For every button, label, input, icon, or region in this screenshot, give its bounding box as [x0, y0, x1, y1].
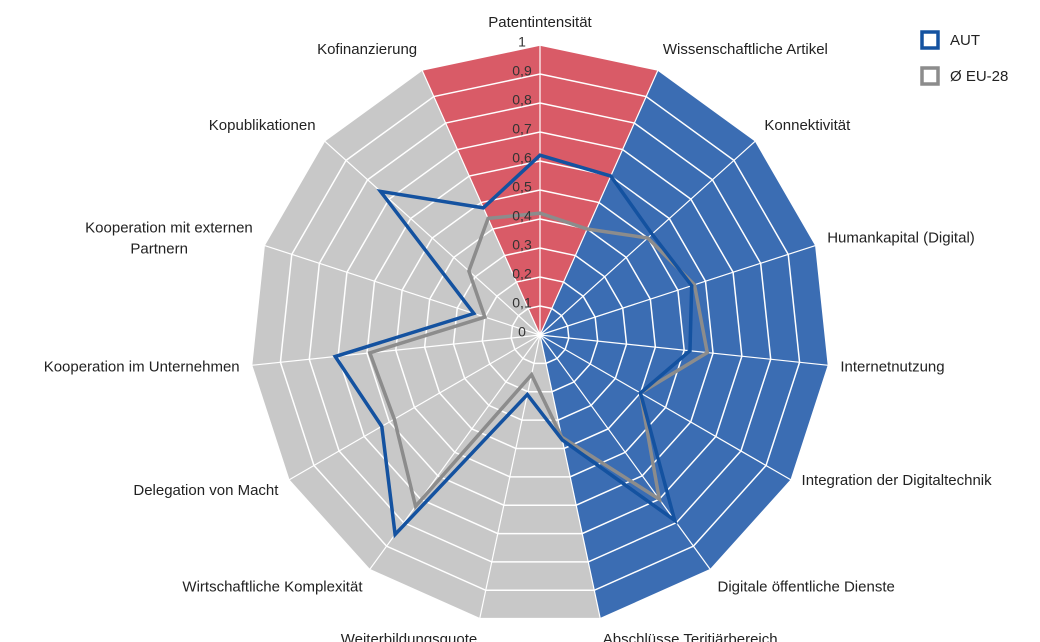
category-label: Digitale öffentliche Dienste — [718, 578, 895, 595]
label-line: Integration der Digitaltechnik — [802, 472, 993, 489]
grid-ring — [250, 44, 830, 620]
sector — [540, 335, 829, 480]
tick-label: 0,3 — [512, 237, 532, 253]
category-label: Kooperation im Unternehmen — [44, 359, 240, 376]
spoke — [324, 140, 541, 336]
tick-label: 0,6 — [512, 150, 532, 166]
tick-label: 0,4 — [512, 208, 532, 224]
spoke — [539, 334, 829, 366]
tick-label: 0 — [518, 324, 526, 340]
category-label: Wissenschaftliche Artikel — [663, 41, 828, 58]
sector — [422, 45, 540, 335]
tick-label: 1 — [518, 34, 526, 50]
tick-label: 0,2 — [512, 266, 532, 282]
series-line — [332, 153, 694, 539]
category-label: Delegation von Macht — [133, 482, 279, 499]
sector — [251, 245, 540, 366]
category-label: Patentintensität — [488, 14, 592, 31]
spoke — [539, 244, 816, 336]
tick-label: 0,7 — [512, 121, 532, 137]
label-line: Partnern — [130, 241, 188, 258]
grid-ring — [308, 102, 772, 563]
spoke — [539, 334, 711, 570]
category-label: Abschlüsse Teritiärbereich — [603, 631, 778, 642]
label-line: Kooperation mit externen — [85, 220, 253, 237]
sector — [288, 335, 540, 570]
spoke — [288, 334, 541, 481]
category-label: Kofinanzierung — [317, 41, 417, 58]
sector — [540, 140, 816, 335]
sector — [251, 335, 540, 480]
legend-swatch — [920, 30, 940, 50]
tick-label: 0,9 — [512, 63, 532, 79]
spoke — [251, 334, 541, 366]
tick-label: 0,1 — [512, 295, 532, 311]
grid-ring — [366, 160, 714, 506]
grid-ring — [395, 189, 685, 478]
spoke — [539, 334, 792, 481]
spoke — [421, 69, 541, 336]
grid-ring — [279, 73, 801, 592]
category-label: Weiterbildungsquote — [341, 631, 477, 642]
category-label: Wirtschaftliche Komplexität — [182, 578, 363, 595]
legend-label: AUT — [950, 32, 980, 49]
legend-swatch — [920, 66, 940, 86]
category-label: Humankapital (Digital) — [827, 230, 975, 247]
sector — [369, 335, 540, 619]
category-label: Konnektivität — [764, 117, 851, 134]
sector — [264, 140, 540, 335]
sector — [540, 45, 658, 335]
spoke — [539, 334, 601, 619]
spoke — [479, 334, 541, 619]
spoke — [264, 244, 541, 336]
category-label: Kooperation mit externen Partnern — [85, 220, 253, 258]
sector — [540, 335, 792, 570]
legend-label: Ø EU-28 — [950, 68, 1008, 85]
tick-label: 0,5 — [512, 179, 532, 195]
sector — [540, 245, 829, 366]
spoke — [539, 69, 659, 336]
grid-ring — [423, 218, 657, 450]
grid-ring — [510, 305, 570, 365]
grid-ring — [452, 247, 628, 421]
category-label: Integration der Digitaltechnik — [802, 472, 993, 489]
category-label: Internetnutzung — [840, 359, 944, 376]
grid-ring — [337, 131, 743, 535]
tick-label: 0,8 — [512, 92, 532, 108]
category-label: Kopublikationen — [209, 117, 316, 134]
